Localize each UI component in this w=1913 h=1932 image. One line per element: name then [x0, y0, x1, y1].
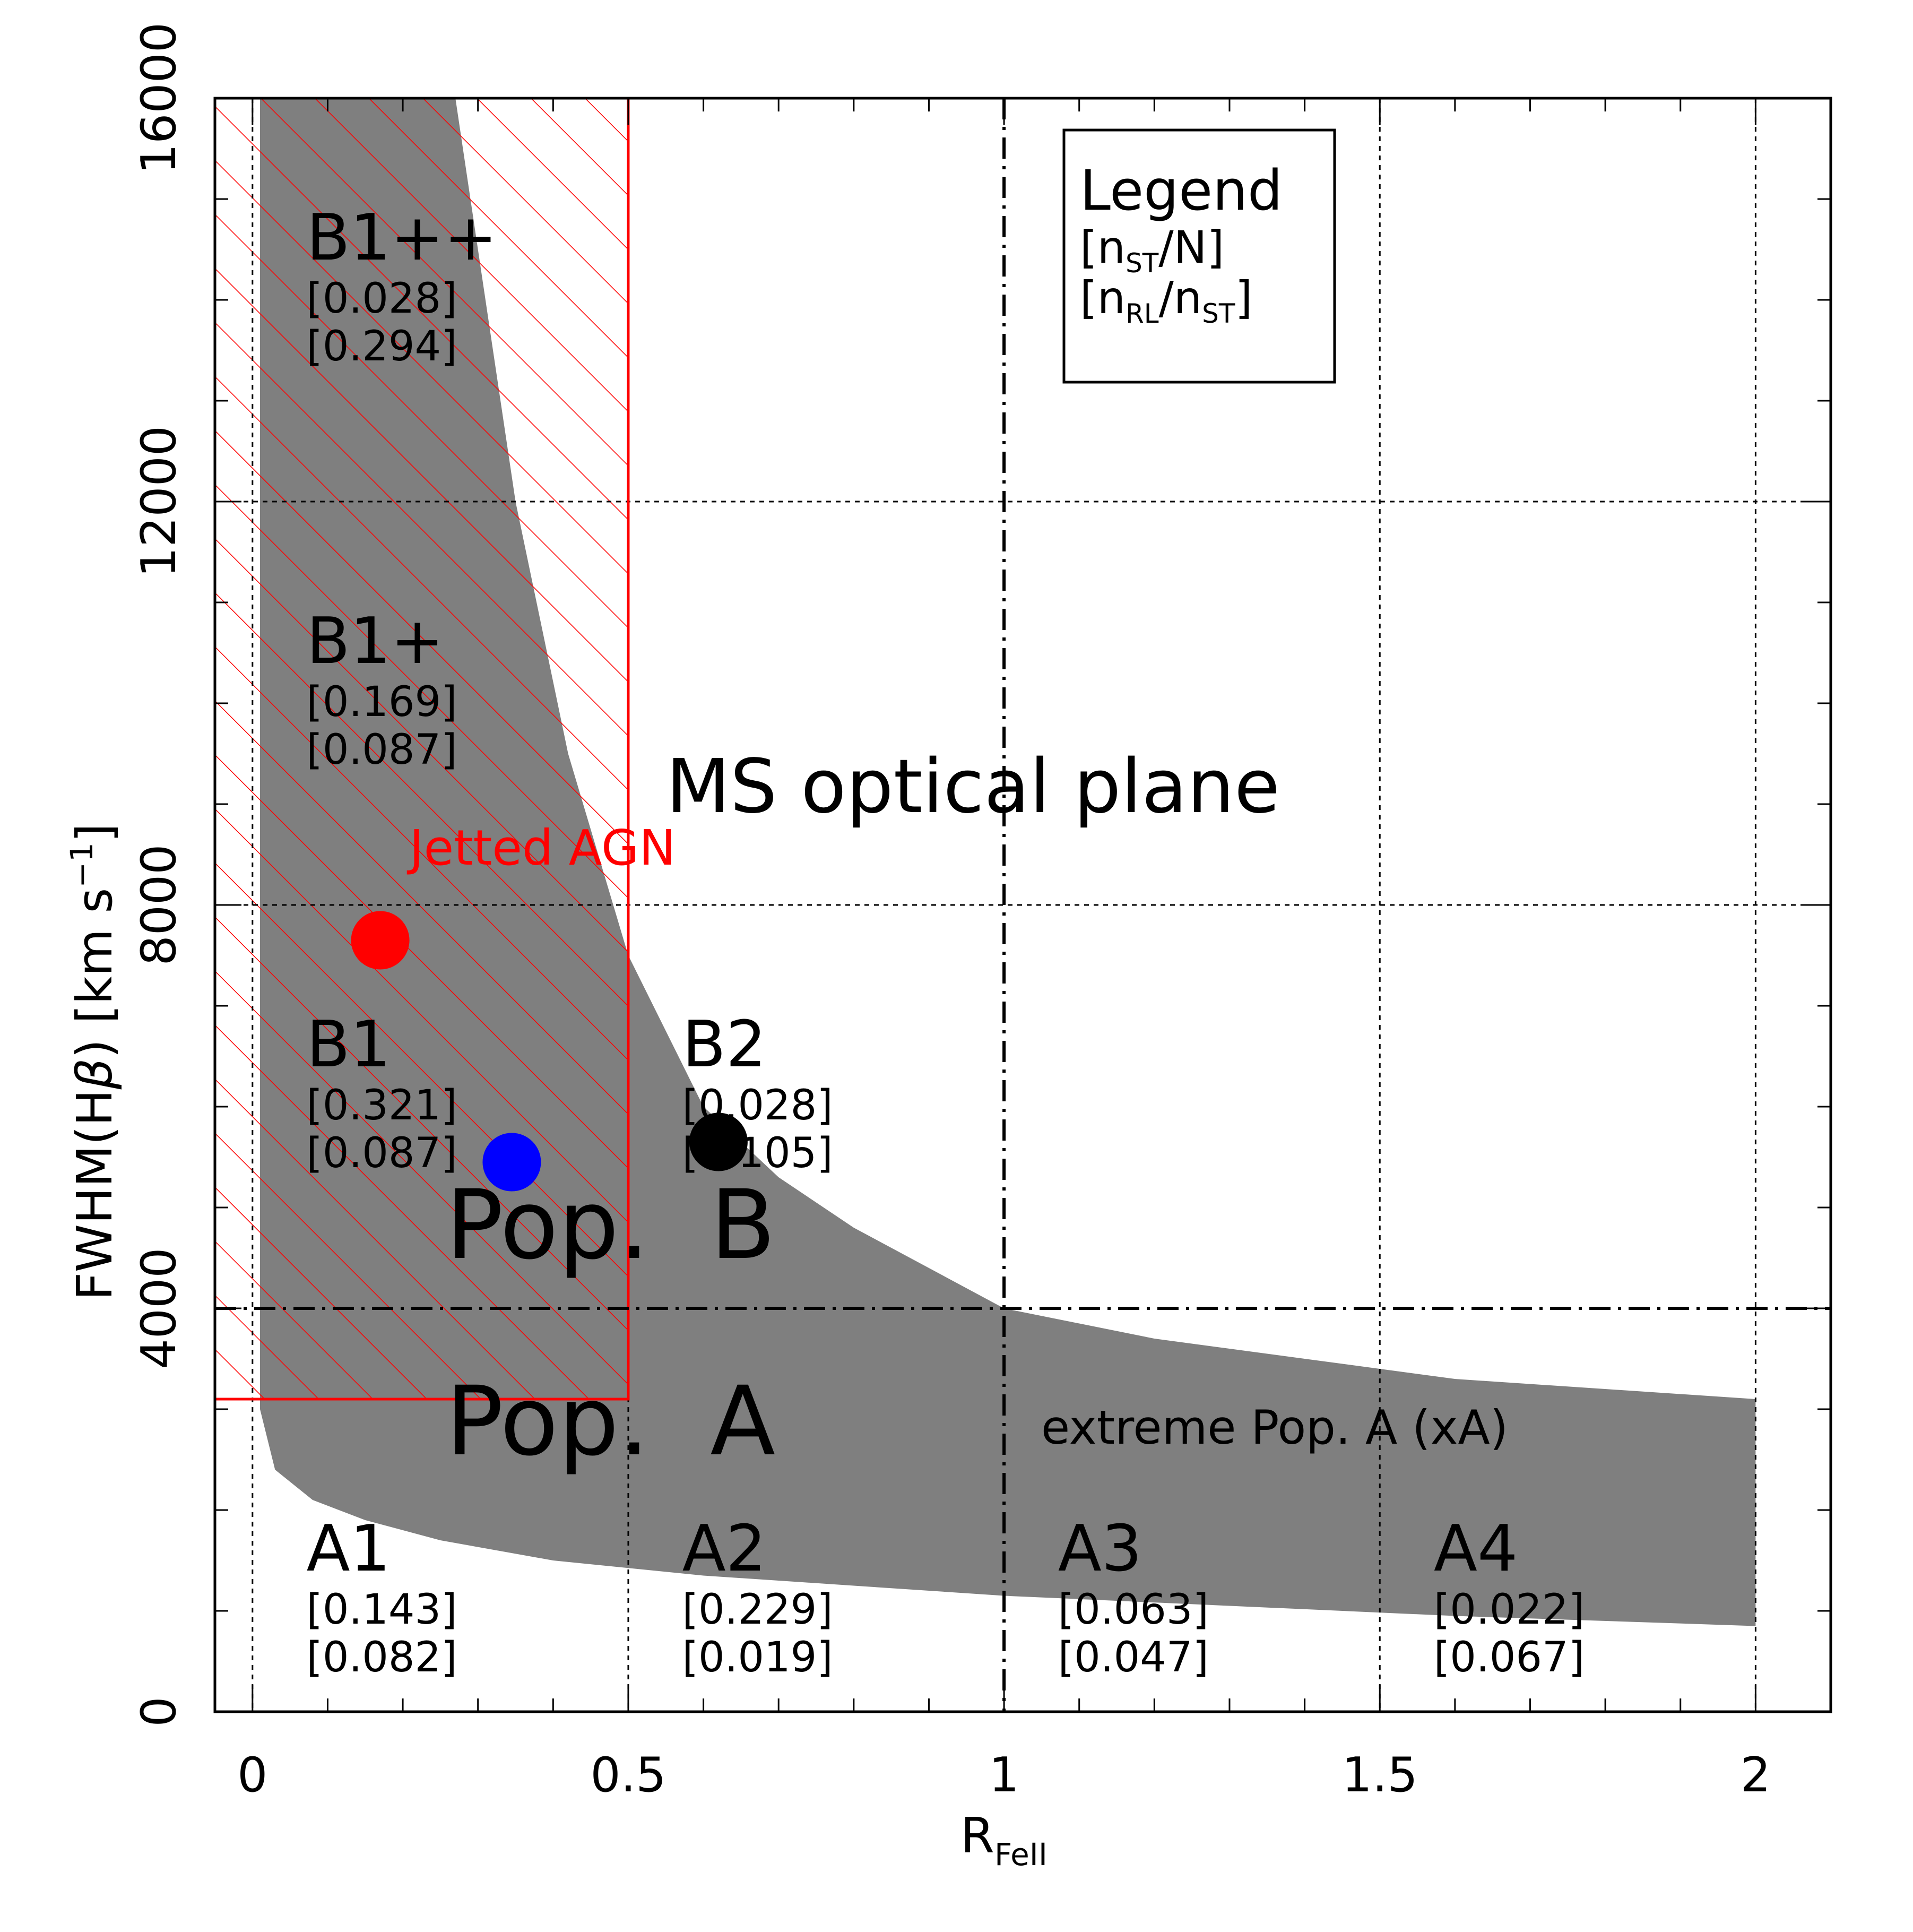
data-point-blue-mean [482, 1133, 541, 1192]
legend-box: Legend [nST/N] [nRL/nST] [1062, 128, 1336, 384]
legend-title: Legend [1080, 158, 1283, 223]
bin-fraction-rl: [0.047] [1058, 1634, 1209, 1681]
y-axis-title-beta: β [66, 1058, 123, 1090]
bin-fraction-rl: [0.087] [306, 1129, 457, 1177]
jetted-agn-label: Jetted AGN [407, 820, 676, 876]
x-tick-label: 2 [1741, 1747, 1771, 1803]
x-axis-title: RFeII [960, 1807, 1048, 1873]
legend-line-2-sub1: RL [1126, 298, 1159, 329]
plot-frame [213, 97, 1832, 1713]
xa-label: extreme Pop. A (xA) [1041, 1400, 1508, 1455]
x-tick-label: 1.5 [1342, 1747, 1418, 1803]
bin-fraction-st: [0.143] [306, 1586, 457, 1634]
bin-fraction-rl: [0.067] [1434, 1634, 1585, 1681]
bin-fraction-st: [0.028] [306, 275, 457, 323]
bin-label: B1+ [306, 605, 444, 678]
y-tick-label: 4000 [131, 1247, 187, 1369]
x-tick-label: 0.5 [590, 1747, 666, 1803]
x-axis-title-main: R [960, 1807, 994, 1864]
x-tick-label: 1 [989, 1747, 1019, 1803]
legend-line-2-sub2: ST [1202, 298, 1235, 329]
bin-fraction-rl: [0.294] [306, 323, 457, 370]
bin-fraction-rl: [0.019] [682, 1634, 833, 1681]
legend-line-2-b: /n [1159, 272, 1202, 324]
legend-line-1-a: [n [1080, 221, 1126, 273]
ms-plane-label: MS optical plane [666, 744, 1280, 830]
bin-label: B2 [682, 1008, 767, 1082]
bin-fraction-st: [0.321] [306, 1082, 457, 1129]
legend-line-1-sub: ST [1126, 248, 1159, 279]
bin-fraction-st: [0.028] [682, 1082, 833, 1129]
y-axis-title-units: ) [km s [66, 888, 123, 1058]
pop-a-label: Pop. A [446, 1366, 775, 1477]
legend-frame [1062, 128, 1336, 384]
data-point-jetted-mean [351, 911, 410, 970]
x-axis-title-sub: FeII [994, 1836, 1048, 1873]
bin-fraction-st: [0.063] [1058, 1586, 1209, 1634]
y-axis-title-close: ] [66, 823, 123, 842]
y-axis-title: FWHM(Hβ) [km s−1] [64, 823, 123, 1300]
bin-label: B1 [306, 1008, 391, 1082]
legend-line-1-b: /N] [1158, 221, 1224, 273]
legend-line-2-c: ] [1235, 272, 1252, 324]
bin-fraction-st: [0.022] [1434, 1586, 1585, 1634]
y-tick-label: 16000 [131, 22, 187, 174]
bin-label: A1 [306, 1512, 390, 1586]
bin-label: A3 [1058, 1512, 1142, 1586]
y-tick-label: 12000 [131, 426, 187, 577]
jetted-agn-hatch [215, 98, 628, 1399]
y-tick-label: 8000 [131, 844, 187, 965]
bin-fraction-rl: [0.087] [306, 726, 457, 774]
y-tick-label: 0 [131, 1696, 187, 1727]
bin-label: A4 [1434, 1512, 1518, 1586]
bin-fraction-rl: [0.105] [682, 1129, 833, 1177]
legend-line-2: [nRL/nST] [1080, 272, 1252, 329]
data-point-black-mean [689, 1112, 748, 1171]
bin-fraction-rl: [0.082] [306, 1634, 457, 1681]
legend-line-1: [nST/N] [1080, 221, 1224, 279]
bin-fraction-st: [0.229] [682, 1586, 833, 1634]
bin-label: A2 [682, 1512, 766, 1586]
x-tick-label: 0 [237, 1747, 267, 1803]
bin-fraction-st: [0.169] [306, 678, 457, 726]
pop-b-label: Pop. B [446, 1170, 776, 1281]
y-axis-title-main: FWHM(H [66, 1089, 123, 1300]
legend-line-2-a: [n [1080, 272, 1126, 324]
occupied-region [259, 98, 1756, 1626]
bin-label: B1++ [306, 201, 497, 275]
y-axis-title-exp: −1 [64, 842, 100, 888]
